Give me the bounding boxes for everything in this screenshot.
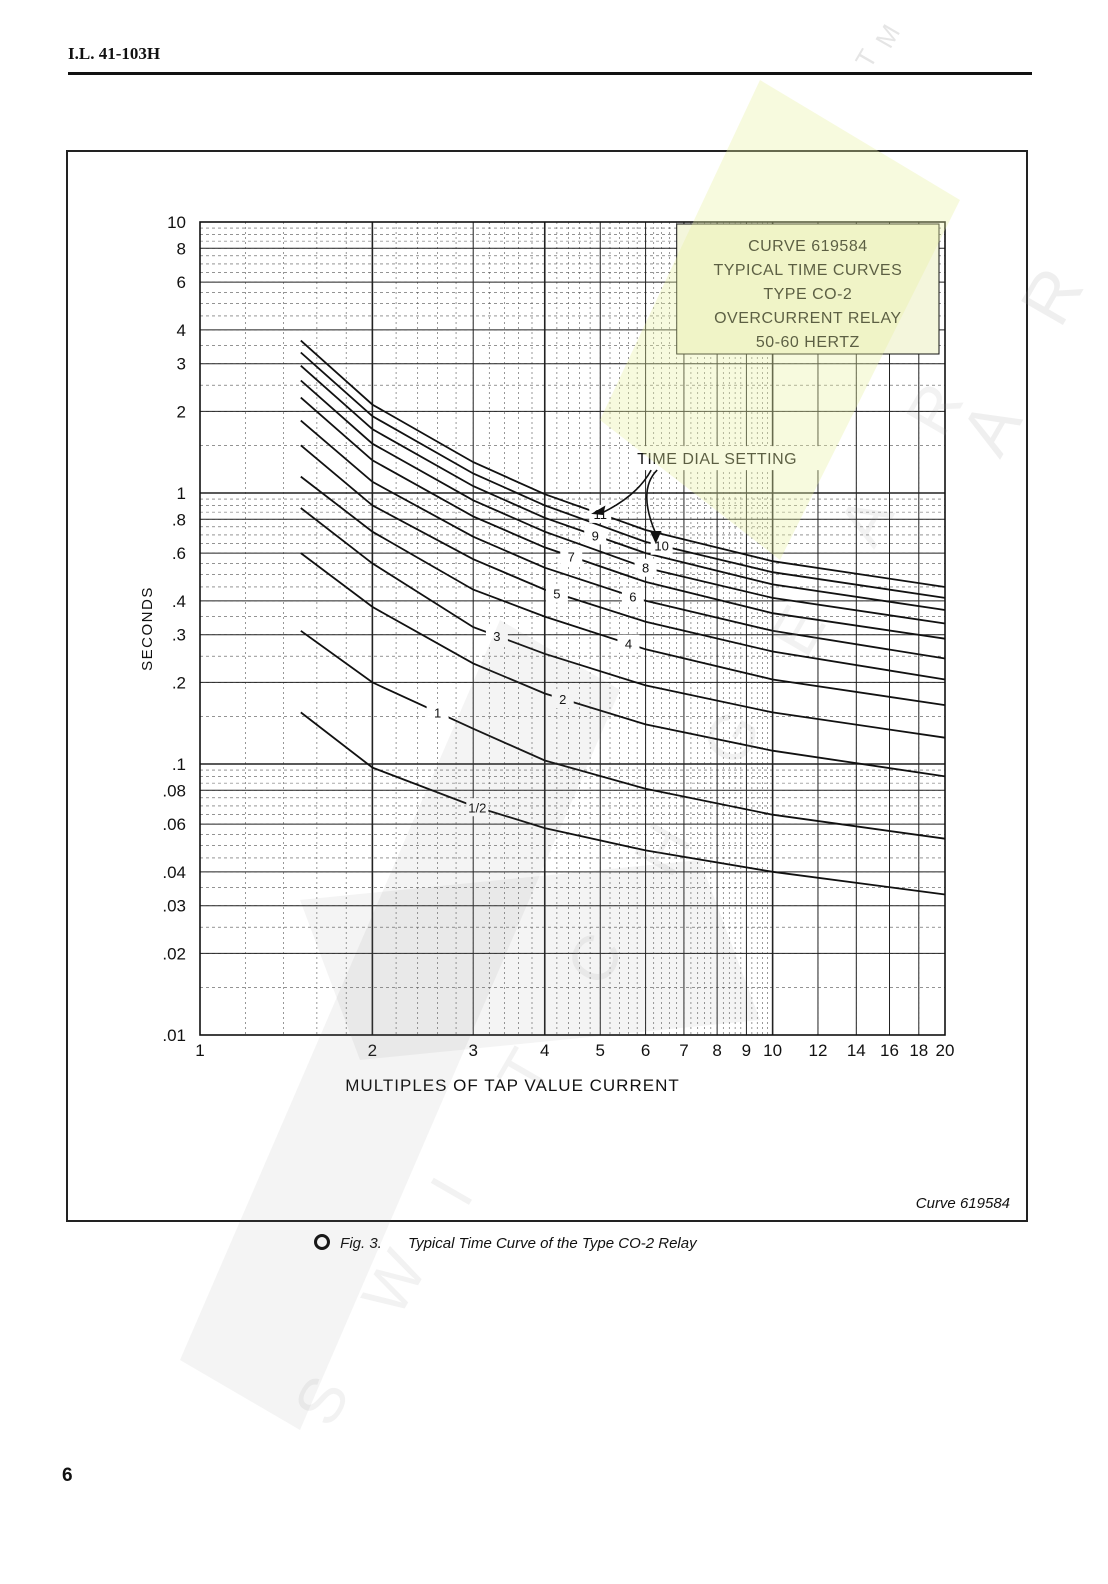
y-tick-label: 2 [177, 402, 186, 421]
annotation-time-dial-setting: TIME DIAL SETTING [637, 451, 797, 468]
watermark-letter: M [869, 19, 906, 53]
y-tick-label: 3 [177, 355, 186, 374]
bullet-circle-icon [314, 1234, 330, 1250]
curve-label: 8 [642, 561, 649, 576]
curve-label-bg [621, 587, 644, 606]
title-box [676, 223, 940, 355]
title-box-line: CURVE 619584 [748, 238, 868, 255]
y-tick-label: .01 [162, 1026, 186, 1045]
y-tick-label: .06 [162, 815, 186, 834]
curve-label: 3 [493, 629, 500, 644]
y-tick-label: 1 [177, 484, 186, 503]
curve-label-bg [560, 547, 583, 566]
curve-label: 4 [625, 637, 632, 652]
time-curve-chart: 1 2 3 4 5 6 7 8 9 10 12 14 16 18 20.01.02.03.04.06.08.… [139, 213, 954, 1095]
curve-label: 10 [654, 539, 668, 554]
time-curve-3 [300, 507, 946, 739]
time-curve-5 [300, 444, 946, 681]
y-tick-label: .04 [162, 863, 186, 882]
time-curve-6 [300, 419, 946, 660]
curve-label-bg [426, 703, 449, 722]
time-curve-1-2 [300, 711, 946, 896]
y-tick-labels: .01 .02 .03 .04 .06 .08 .1 .2 .3 .4 .6 .8 1 2 3 4 6 8 10 [162, 213, 186, 1045]
curve-label: 5 [553, 586, 560, 601]
curve-label-bg [551, 690, 574, 709]
time-curve-7 [300, 396, 946, 640]
x-tick-label: 5 [596, 1041, 605, 1060]
arrow-head-icon [591, 505, 606, 516]
time-curve-1 [300, 630, 946, 840]
annotation-arrow [646, 469, 658, 534]
x-tick-label: 3 [468, 1041, 477, 1060]
title-box-line: TYPICAL TIME CURVES [713, 262, 902, 279]
x-tick-label: 16 [880, 1041, 899, 1060]
y-tick-label: 4 [177, 321, 186, 340]
y-tick-label: 10 [167, 213, 186, 232]
y-tick-label: .4 [172, 592, 186, 611]
x-axis-label: MULTIPLES OF TAP VALUE CURRENT [345, 1076, 680, 1095]
document-id: I.L. 41-103H [68, 44, 161, 63]
curve-label-bg [584, 526, 607, 545]
curve-label: 2 [559, 692, 566, 707]
x-tick-label: 10 [763, 1041, 782, 1060]
x-tick-label: 18 [909, 1041, 928, 1060]
title-box-line: TYPE CO-2 [763, 286, 852, 303]
x-tick-label: 20 [936, 1041, 955, 1060]
curves: 1/21234567891011 [300, 339, 946, 896]
header-rule [68, 72, 1032, 75]
x-tick-label: 7 [679, 1041, 688, 1060]
caption-number: Fig. 3. [340, 1235, 382, 1252]
figure-caption: Fig. 3. Typical Time Curve of the Type C… [314, 1234, 697, 1252]
title-box-line: 50-60 HERTZ [756, 334, 860, 351]
figure-frame: 1 2 3 4 5 6 7 8 9 10 12 14 16 18 20.01.02.03.04.06.08.… [66, 150, 1028, 1222]
caption-text: Typical Time Curve of the Type CO-2 Rela… [408, 1235, 697, 1252]
y-tick-label: .1 [172, 755, 186, 774]
x-tick-label: 12 [809, 1041, 828, 1060]
y-tick-label: 6 [177, 273, 186, 292]
y-tick-label: .08 [162, 781, 186, 800]
time-curve-8 [300, 379, 946, 625]
time-curve-2 [300, 552, 946, 778]
curve-label-bg [617, 634, 640, 653]
x-tick-label: 8 [712, 1041, 721, 1060]
curve-label: 6 [629, 590, 636, 605]
y-tick-label: .02 [162, 944, 186, 963]
y-tick-label: .2 [172, 673, 186, 692]
x-tick-label: 1 [195, 1041, 204, 1060]
page-number: 6 [62, 1465, 73, 1486]
y-tick-label: .8 [172, 510, 186, 529]
title-box-line: OVERCURRENT RELAY [714, 310, 902, 327]
curve-label: 7 [568, 549, 575, 564]
time-curve-10 [300, 351, 946, 599]
curve-label-bg [634, 558, 657, 577]
y-tick-label: .3 [172, 626, 186, 645]
x-tick-label: 4 [540, 1041, 549, 1060]
x-tick-labels: 1 2 3 4 5 6 7 8 9 10 12 14 16 18 20 [195, 1041, 954, 1060]
watermark-letter: S [280, 1364, 364, 1437]
time-curve-4 [300, 475, 946, 706]
annotation-arrow [600, 469, 652, 515]
x-tick-label: 6 [641, 1041, 650, 1060]
time-curve-9 [300, 365, 946, 611]
x-tick-label: 14 [847, 1041, 866, 1060]
watermark-letter: T [849, 44, 883, 73]
y-tick-label: .6 [172, 544, 186, 563]
y-tick-label: 8 [177, 239, 186, 258]
curve-label-bg [466, 798, 489, 817]
y-tick-label: .03 [162, 897, 186, 916]
x-tick-label: 9 [742, 1041, 751, 1060]
curve-label: 1 [434, 705, 441, 720]
time-curve-11 [300, 339, 946, 588]
curve-label: 1/2 [468, 800, 486, 815]
curve-label: 9 [592, 528, 599, 543]
annotation-bg [633, 446, 828, 471]
x-tick-label: 2 [368, 1041, 377, 1060]
curve-label-bg [545, 584, 568, 603]
figure-source-label: Curve 619584 [915, 1195, 1010, 1212]
curve-label-bg [485, 626, 508, 645]
plot-border [199, 221, 946, 1036]
arrow-head-icon [649, 531, 662, 544]
y-axis-label: SECONDS [139, 586, 156, 671]
